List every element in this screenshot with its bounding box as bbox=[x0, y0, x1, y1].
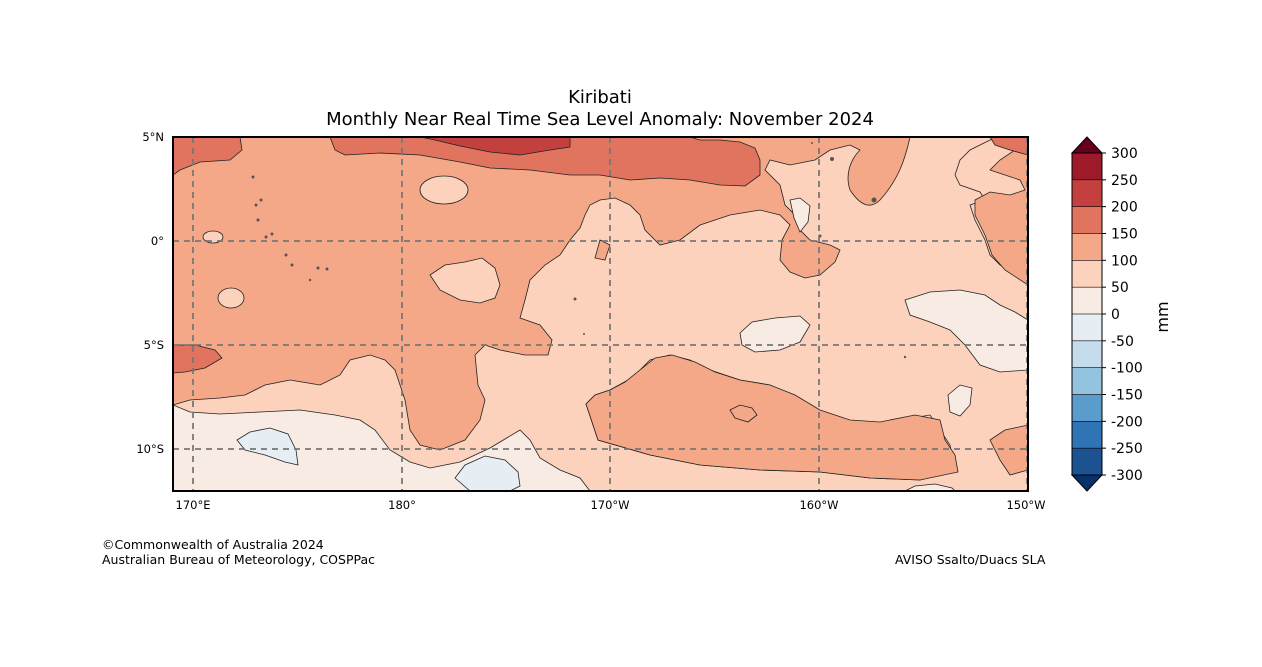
colorbar-tick-label: -250 bbox=[1111, 441, 1143, 457]
map-subtitle: Monthly Near Real Time Sea Level Anomaly… bbox=[326, 109, 874, 130]
band-200-250-north bbox=[419, 137, 571, 156]
colorbar-segments bbox=[1071, 152, 1103, 476]
lon-label-170e: 170°E bbox=[176, 498, 211, 512]
colorbar-segment bbox=[1071, 313, 1103, 342]
band-0-50-patch-c bbox=[947, 384, 973, 417]
band-50-100-patch-c bbox=[217, 287, 245, 309]
agency-text: Australian Bureau of Meteorology, COSPPa… bbox=[102, 552, 375, 567]
band-0-50-patch-b bbox=[904, 289, 1028, 373]
lat-label-5n: 5°N bbox=[142, 130, 164, 144]
lon-label-150w: 150°W bbox=[1006, 498, 1045, 512]
data-source-text: AVISO Ssalto/Duacs SLA bbox=[895, 552, 1046, 567]
colorbar-segment bbox=[1071, 233, 1103, 262]
colorbar-segment bbox=[1071, 394, 1103, 423]
colorbar-over-arrow bbox=[1070, 136, 1104, 154]
lat-label-5s: 5°S bbox=[144, 338, 164, 352]
colorbar-segment bbox=[1071, 206, 1103, 235]
colorbar-segment bbox=[1071, 260, 1103, 288]
colorbar-tick-label: 300 bbox=[1111, 146, 1138, 162]
band-neg50-0-patch-a bbox=[236, 427, 299, 466]
anomaly-contour-map bbox=[173, 137, 1028, 491]
lon-label-160w: 160°W bbox=[799, 498, 838, 512]
colorbar-tick-label: -150 bbox=[1111, 388, 1143, 404]
longitude-labels: 170°E 180° 170°W 160°W 150°W bbox=[176, 498, 1046, 512]
colorbar-tick-label: 200 bbox=[1111, 200, 1138, 216]
band-50-100-patch-a bbox=[419, 175, 469, 205]
colorbar-tick-labels: 300 250 200 150 100 50 0 -50 -100 -150 -200 -250 -30… bbox=[1102, 146, 1143, 484]
colorbar-segment bbox=[1071, 179, 1103, 208]
band-neg50-0-patch-b bbox=[454, 455, 521, 491]
colorbar-tick-label: 0 bbox=[1111, 307, 1120, 323]
colorbar-segment bbox=[1071, 367, 1103, 396]
colorbar-unit-label: mm bbox=[1153, 301, 1172, 332]
colorbar-tick-label: -300 bbox=[1111, 468, 1143, 484]
band-50-100-patch-d bbox=[202, 230, 224, 244]
band-150-200-top-left bbox=[173, 137, 243, 176]
band-100-150-patch-a bbox=[729, 404, 758, 423]
band-0-50-small-south bbox=[904, 483, 956, 491]
colorbar-segment bbox=[1071, 447, 1103, 476]
colorbar-tick-label: -100 bbox=[1111, 361, 1143, 377]
colorbar-tick-label: 250 bbox=[1111, 173, 1138, 189]
lat-label-10s: 10°S bbox=[136, 442, 164, 456]
band-100-150-right bbox=[974, 144, 1028, 286]
colorbar-tick-label: 100 bbox=[1111, 253, 1138, 269]
band-150-200-north bbox=[329, 137, 761, 187]
copyright-text: ©Commonwealth of Australia 2024 bbox=[102, 537, 324, 552]
band-150-200-right-top bbox=[989, 137, 1028, 156]
map-title: Kiribati bbox=[568, 87, 632, 108]
lon-label-170w: 170°W bbox=[590, 498, 629, 512]
colorbar-segment bbox=[1071, 421, 1103, 449]
map-frame bbox=[172, 136, 1029, 492]
colorbar-segment bbox=[1071, 286, 1103, 315]
colorbar-tick-label: -50 bbox=[1111, 334, 1134, 350]
band-0-50-patch-a bbox=[739, 315, 811, 353]
colorbar-tick-label: 150 bbox=[1111, 227, 1138, 243]
colorbar-segment bbox=[1071, 152, 1103, 181]
colorbar: 300 250 200 150 100 50 0 -50 -100 -150 -200 -250 -30… bbox=[1070, 136, 1172, 492]
colorbar-tick-label: -200 bbox=[1111, 414, 1143, 430]
band-50-100-patch-b bbox=[429, 257, 501, 304]
colorbar-segment bbox=[1071, 340, 1103, 369]
band-0-50-patch-d bbox=[789, 197, 811, 233]
lon-label-180: 180° bbox=[388, 498, 416, 512]
lat-label-0: 0° bbox=[151, 234, 164, 248]
colorbar-under-arrow bbox=[1070, 474, 1104, 492]
colorbar-tick-label: 50 bbox=[1111, 280, 1129, 296]
latitude-labels: 5°N 0° 5°S 10°S bbox=[136, 130, 164, 456]
